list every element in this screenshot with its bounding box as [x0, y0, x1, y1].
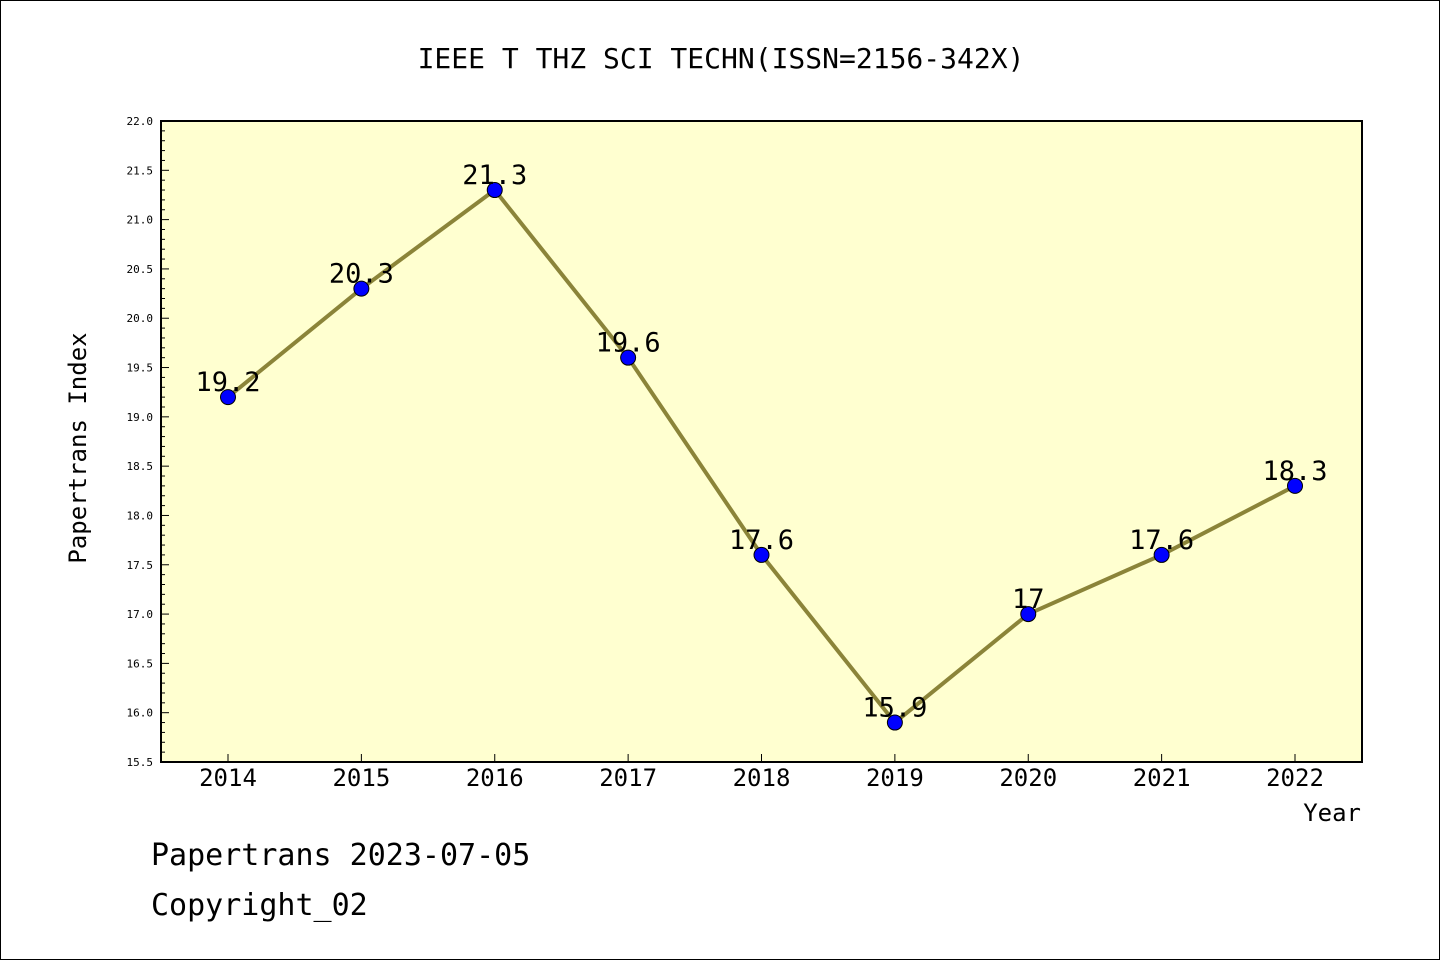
data-label: 19.2 — [195, 367, 260, 398]
y-tick-label: 18.0 — [127, 509, 154, 522]
footer-copyright-line: Copyright_02 — [151, 888, 368, 923]
y-tick-label: 17.0 — [127, 608, 154, 621]
x-tick-label: 2014 — [199, 764, 257, 792]
data-point — [1020, 606, 1037, 623]
data-labels: 19.2 20.3 21.3 19.6 17.6 15.9 17 17.6 18.3 — [195, 160, 1327, 724]
y-tick-label: 17.5 — [127, 559, 154, 572]
y-axis-label: Papertrans Index — [64, 332, 92, 563]
x-tick-label: 2021 — [1133, 764, 1191, 792]
chart-title: IEEE T THZ SCI TECHN(ISSN=2156-342X) — [418, 42, 1025, 75]
y-tick-label: 21.0 — [127, 214, 154, 227]
series-markers — [220, 182, 1303, 731]
data-point — [353, 280, 370, 297]
data-label: 17.6 — [1129, 525, 1194, 556]
plot-area — [160, 120, 1363, 763]
y-tick-label: 19.0 — [127, 411, 154, 424]
x-tick-label: 2017 — [599, 764, 657, 792]
data-label: 17 — [1012, 584, 1045, 615]
x-tick-label: 2016 — [466, 764, 524, 792]
data-label: 15.9 — [862, 693, 927, 724]
y-tick-label: 15.5 — [127, 756, 154, 769]
data-label: 18.3 — [1262, 456, 1327, 487]
x-tick-label: 2015 — [332, 764, 390, 792]
x-tick-label: 2018 — [733, 764, 791, 792]
data-label: 17.6 — [729, 525, 794, 556]
y-tick-label: 16.0 — [127, 707, 154, 720]
data-point — [1153, 546, 1170, 563]
x-axis: 2014 2015 2016 2017 2018 2019 2020 2021 2022 — [199, 754, 1324, 792]
footer-date-line: Papertrans 2023-07-05 — [151, 838, 530, 873]
data-label: 21.3 — [462, 160, 527, 191]
y-axis: 15.5 16.0 16.5 17.0 17.5 18.0 18.5 19.0 19.5 20.0… — [127, 115, 169, 769]
data-point — [1287, 477, 1303, 494]
data-point — [753, 546, 770, 563]
data-point — [220, 389, 236, 406]
y-tick-label: 20.0 — [127, 312, 154, 325]
x-tick-label: 2022 — [1266, 764, 1324, 792]
y-tick-label: 21.5 — [127, 164, 154, 177]
data-point — [620, 349, 637, 366]
y-tick-label: 16.5 — [127, 657, 154, 670]
data-point — [886, 714, 903, 731]
data-label: 19.6 — [596, 328, 661, 359]
y-tick-label: 18.5 — [127, 460, 154, 473]
x-tick-label: 2020 — [999, 764, 1057, 792]
y-tick-label: 22.0 — [127, 115, 154, 128]
y-tick-label: 20.5 — [127, 263, 154, 276]
y-tick-label: 19.5 — [127, 362, 154, 375]
data-point — [486, 182, 503, 199]
x-tick-label: 2019 — [866, 764, 924, 792]
x-axis-label: Year — [1303, 799, 1361, 827]
data-label: 20.3 — [329, 259, 394, 290]
